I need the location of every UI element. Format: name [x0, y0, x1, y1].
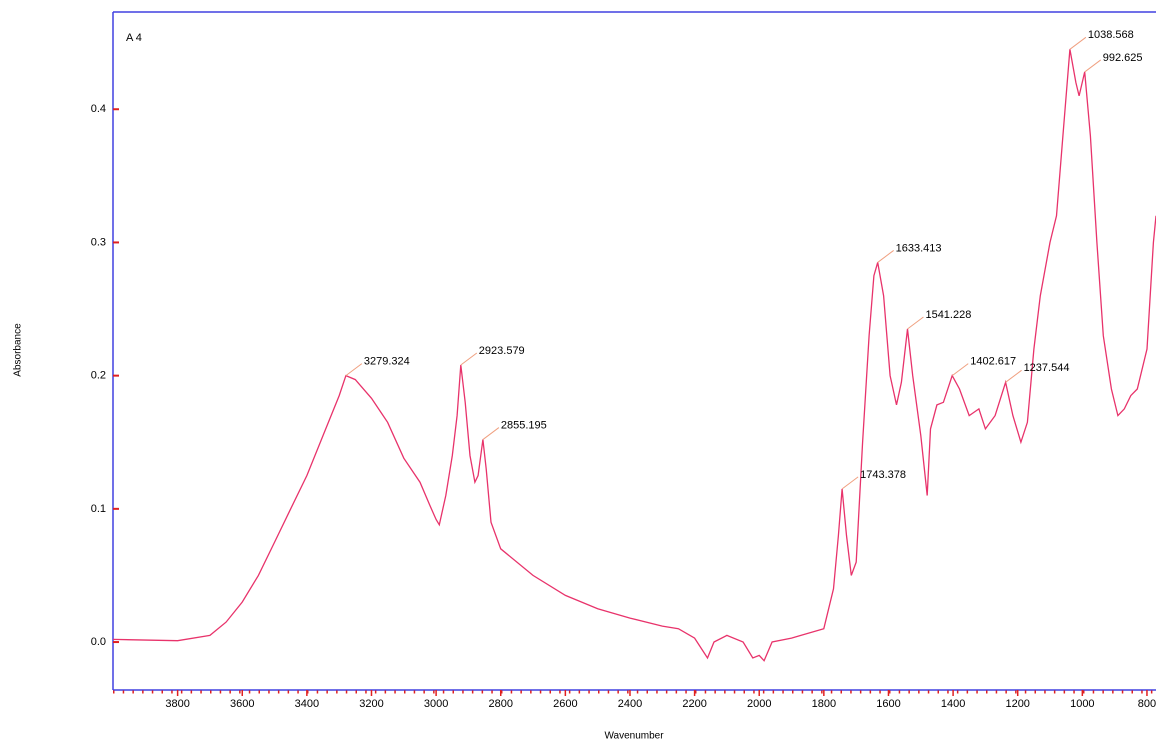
x-tick-label: 2200: [682, 698, 706, 710]
x-tick-label: 3600: [230, 698, 254, 710]
peak-label: 3279.324: [364, 356, 410, 368]
peak-label: 1743.378: [860, 469, 906, 481]
x-tick-label: 800: [1138, 698, 1156, 710]
peak-label: 2855.195: [501, 419, 547, 431]
x-tick-label: 3400: [295, 698, 319, 710]
y-axis-label: Absorbance: [13, 323, 24, 377]
x-tick-label: 3800: [165, 698, 189, 710]
peak-leader: [951, 363, 969, 377]
peak-leader: [1084, 59, 1102, 73]
x-tick-label: 1800: [812, 698, 836, 710]
peak-leader: [907, 316, 924, 330]
x-tick-label: 1600: [876, 698, 900, 710]
peak-leader: [1069, 36, 1087, 50]
y-tick-label: 0.2: [91, 370, 106, 382]
peak-label: 1038.568: [1088, 29, 1134, 41]
peak-label: 1237.544: [1024, 362, 1070, 374]
x-axis-label: Wavenumber: [604, 731, 664, 742]
peak-leader: [345, 363, 363, 377]
x-tick-label: 3000: [424, 698, 448, 710]
peak-leader: [1005, 369, 1022, 383]
y-tick-label: 0.3: [91, 236, 106, 248]
y-tick-label: 0.1: [91, 503, 106, 515]
y-tick-label: 0.4: [91, 103, 106, 115]
x-tick-label: 2800: [488, 698, 512, 710]
x-tick-label: 2000: [747, 698, 771, 710]
peak-leader: [841, 476, 859, 490]
peak-leader: [877, 250, 894, 263]
peak-leader: [482, 427, 500, 440]
x-tick-label: 1400: [941, 698, 965, 710]
x-tick-label: 3200: [359, 698, 383, 710]
x-tick-label: 1000: [1070, 698, 1094, 710]
x-tick-label: 2400: [618, 698, 642, 710]
peak-label: 1633.413: [896, 242, 942, 254]
chart-title: A 4: [126, 32, 142, 44]
peak-label: 1402.617: [970, 356, 1016, 368]
peak-label: 992.625: [1103, 52, 1143, 64]
y-tick-label: 0.0: [91, 636, 106, 648]
spectrum-line: [112, 49, 1156, 662]
peak-label: 2923.579: [479, 345, 525, 357]
peak-leader: [460, 352, 478, 366]
x-tick-label: 1200: [1005, 698, 1029, 710]
x-tick-label: 2600: [553, 698, 577, 710]
peak-label: 1541.228: [925, 309, 971, 321]
